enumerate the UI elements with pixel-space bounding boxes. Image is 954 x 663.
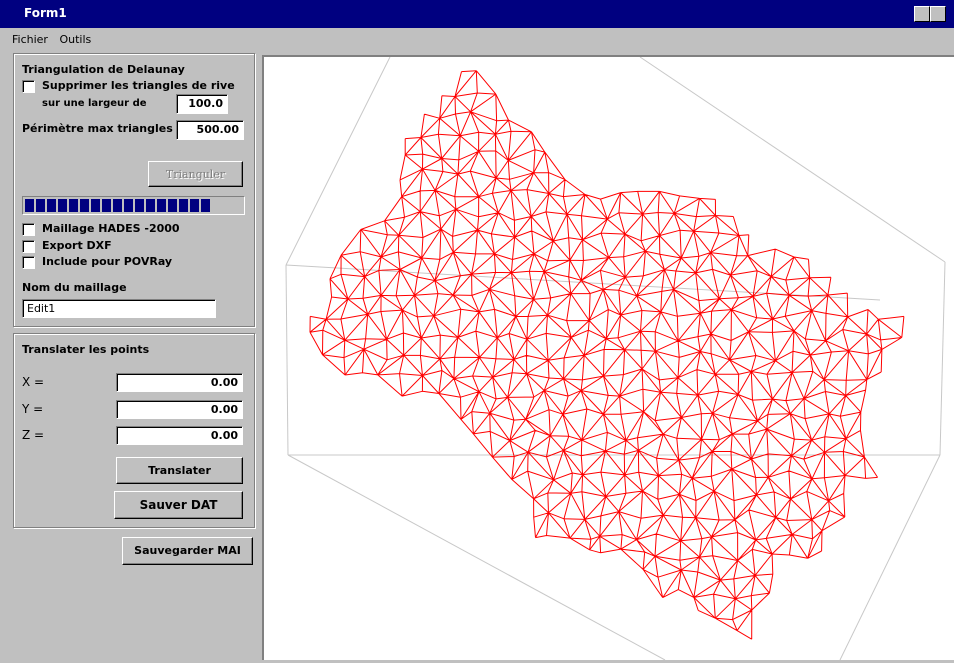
text-input[interactable]: 0.00 (116, 373, 243, 392)
progress-fill (25, 199, 210, 212)
menu-bar: Fichier Outils (12, 33, 91, 46)
checkbox[interactable] (22, 239, 35, 253)
text-input[interactable]: 0.00 (116, 426, 243, 445)
checkbox-label: Include pour POVRay (42, 255, 173, 268)
checkbox-label: Supprimer les triangles de rive (42, 79, 235, 92)
window-title: Form1 (24, 6, 67, 20)
menu-item[interactable]: Fichier (12, 33, 48, 46)
progress-blocks (25, 199, 210, 212)
progress-bar (22, 196, 245, 215)
menu-item[interactable]: Outils (59, 33, 92, 46)
title-bar: Form1 (0, 0, 954, 28)
mesh-view (285, 56, 946, 661)
checkbox-label: Maillage HADES -2000 (42, 222, 180, 235)
text-input[interactable]: 0.00 (116, 399, 243, 419)
group-title: Triangulation de Delaunay (22, 63, 185, 76)
translate-group (13, 333, 255, 528)
triangle-mesh (309, 70, 905, 640)
field-label: X = (22, 375, 45, 389)
text-input[interactable]: 100.0 (176, 94, 228, 114)
label: Périmètre max triangles (22, 122, 173, 135)
sauver-dat-button[interactable]: Sauver DAT (114, 491, 243, 519)
group-title: Translater les points (22, 343, 150, 356)
label: sur une largeur de (42, 98, 147, 109)
view-3d (262, 55, 954, 661)
text-input[interactable]: Edit1 (22, 299, 216, 318)
checkbox-label: Export DXF (42, 238, 112, 252)
triangulation-group (13, 53, 255, 327)
checkbox[interactable] (22, 80, 35, 93)
minimize-button[interactable] (914, 6, 930, 22)
field-label: Y = (22, 401, 44, 416)
field-label: Z = (22, 428, 45, 442)
translater-button[interactable]: Translater (116, 457, 243, 484)
sauvegarder-mai-button[interactable]: Sauvegarder MAI (122, 537, 253, 565)
text-input[interactable]: 500.00 (176, 120, 244, 140)
maximize-button[interactable] (930, 6, 946, 22)
checkbox[interactable] (22, 223, 35, 236)
trianguler-button[interactable]: Trianguler (148, 161, 243, 187)
label: Nom du maillage (22, 281, 127, 294)
checkbox[interactable] (22, 256, 35, 269)
